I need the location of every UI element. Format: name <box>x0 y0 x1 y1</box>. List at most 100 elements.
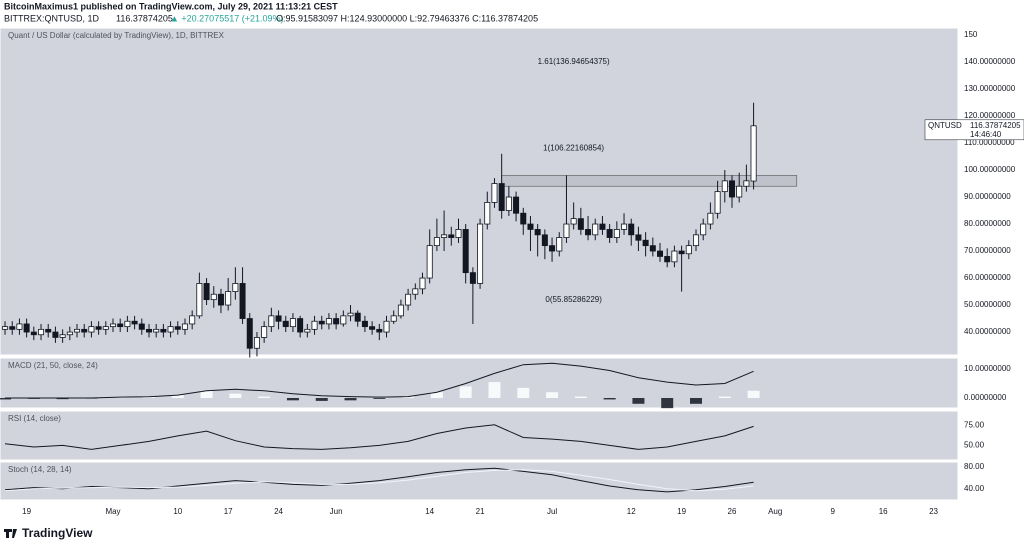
histogram-bar <box>488 382 501 398</box>
candle-body <box>282 320 289 328</box>
x-tick-label: 21 <box>476 507 485 516</box>
candle-body <box>520 212 527 225</box>
candle-body <box>390 315 397 322</box>
candle-body <box>30 331 37 336</box>
candle-body <box>38 328 45 336</box>
histogram-bar <box>56 398 69 400</box>
candle-body <box>419 277 426 290</box>
candle-body <box>2 326 9 330</box>
candle-body <box>498 183 505 211</box>
candle-body <box>585 229 592 236</box>
y-tick-label: 140.00000000 <box>964 57 1016 66</box>
histogram-bar <box>574 396 587 398</box>
candle-body <box>635 234 642 241</box>
candle-body <box>23 323 30 333</box>
brand: TradingView <box>22 526 93 540</box>
candle-body <box>549 245 556 252</box>
candle-body <box>189 315 196 325</box>
y-tick-label: 110.00000000 <box>964 138 1015 147</box>
candle-body <box>527 223 534 230</box>
price-tag-price: 116.37874205 <box>970 121 1021 130</box>
candle-body <box>642 239 649 247</box>
candle-body <box>628 223 635 236</box>
candle-body <box>318 320 325 325</box>
candle-body <box>736 185 743 198</box>
candle-body <box>369 326 376 330</box>
indicator-line <box>4 424 754 450</box>
candle-body <box>275 315 282 322</box>
symbol: BITTREX:QNTUSD, 1D <box>4 13 100 23</box>
candle-body <box>333 318 340 325</box>
candle-body <box>426 245 433 279</box>
fib-label: 1(106.22160854) <box>543 144 604 153</box>
y-tick-label: 120.00000000 <box>964 111 1016 120</box>
candle-body <box>448 234 455 238</box>
change: ▲ +20.27075517 (+21.09%) <box>170 13 284 23</box>
x-tick-label: 26 <box>728 507 737 516</box>
pane <box>0 27 959 356</box>
x-tick-label: 10 <box>173 507 182 516</box>
candle-body <box>455 229 462 238</box>
candle-body <box>110 323 117 328</box>
candle-body <box>232 283 239 292</box>
histogram-bar <box>459 386 472 398</box>
candle-body <box>505 196 512 211</box>
histogram-bar <box>373 398 386 399</box>
candle-body <box>311 320 318 330</box>
candle-body <box>304 328 311 333</box>
candle-body <box>383 320 390 333</box>
candle-body <box>52 331 59 338</box>
x-tick-label: Jun <box>330 507 343 516</box>
ohlc: O:95.91583097 H:124.93000000 L:92.794633… <box>276 13 538 23</box>
histogram-bar <box>632 398 645 404</box>
candle-body <box>621 223 628 230</box>
x-tick-label: 19 <box>22 507 31 516</box>
candle-body <box>217 293 224 306</box>
histogram-bar <box>229 393 242 398</box>
y-tick-label: 40.00000000 <box>964 327 1011 336</box>
candle-body <box>66 331 73 336</box>
price-tag-bg <box>924 119 1024 141</box>
candle-body <box>599 223 606 230</box>
pane-title: Stoch (14, 28, 14) <box>8 465 72 474</box>
candle-body <box>534 229 541 236</box>
candle-body <box>174 326 181 330</box>
candle-body <box>95 326 102 330</box>
candle-body <box>376 328 383 333</box>
histogram-bar <box>517 387 530 398</box>
y-tick-label: 130.00000000 <box>964 84 1016 93</box>
candle-body <box>484 202 491 225</box>
candle-body <box>671 250 678 263</box>
candle-body <box>340 315 347 325</box>
candle-body <box>325 318 332 325</box>
candle-body <box>239 283 246 319</box>
candle-body <box>102 326 109 330</box>
fib-label: 0(55.85286229) <box>545 295 602 304</box>
candle-body <box>74 328 81 333</box>
candle-body <box>225 291 232 306</box>
candle-body <box>81 328 88 333</box>
indicator-line <box>4 469 754 492</box>
histogram-bar <box>690 398 703 404</box>
candle-body <box>16 323 23 330</box>
fib-label: 1.61(136.94654375) <box>538 57 610 66</box>
candle-body <box>664 256 671 263</box>
candle-body <box>9 326 16 330</box>
candle-body <box>750 125 757 182</box>
candle-body <box>513 196 520 214</box>
candle-body <box>160 328 167 333</box>
candle-body <box>570 218 577 225</box>
y-tick-label: 70.00000000 <box>964 246 1011 255</box>
histogram-bar <box>315 398 328 401</box>
candle-body <box>678 250 685 255</box>
x-tick-label: 16 <box>879 507 888 516</box>
candle-body <box>685 245 692 255</box>
x-tick-label: 12 <box>627 507 636 516</box>
y-tick-label: 50.00 <box>964 441 985 450</box>
candle-body <box>577 218 584 230</box>
candle-body <box>153 328 160 333</box>
candle-body <box>347 312 354 317</box>
histogram-bar <box>430 392 443 398</box>
indicator-line <box>5 362 754 399</box>
candle-body <box>131 320 138 325</box>
